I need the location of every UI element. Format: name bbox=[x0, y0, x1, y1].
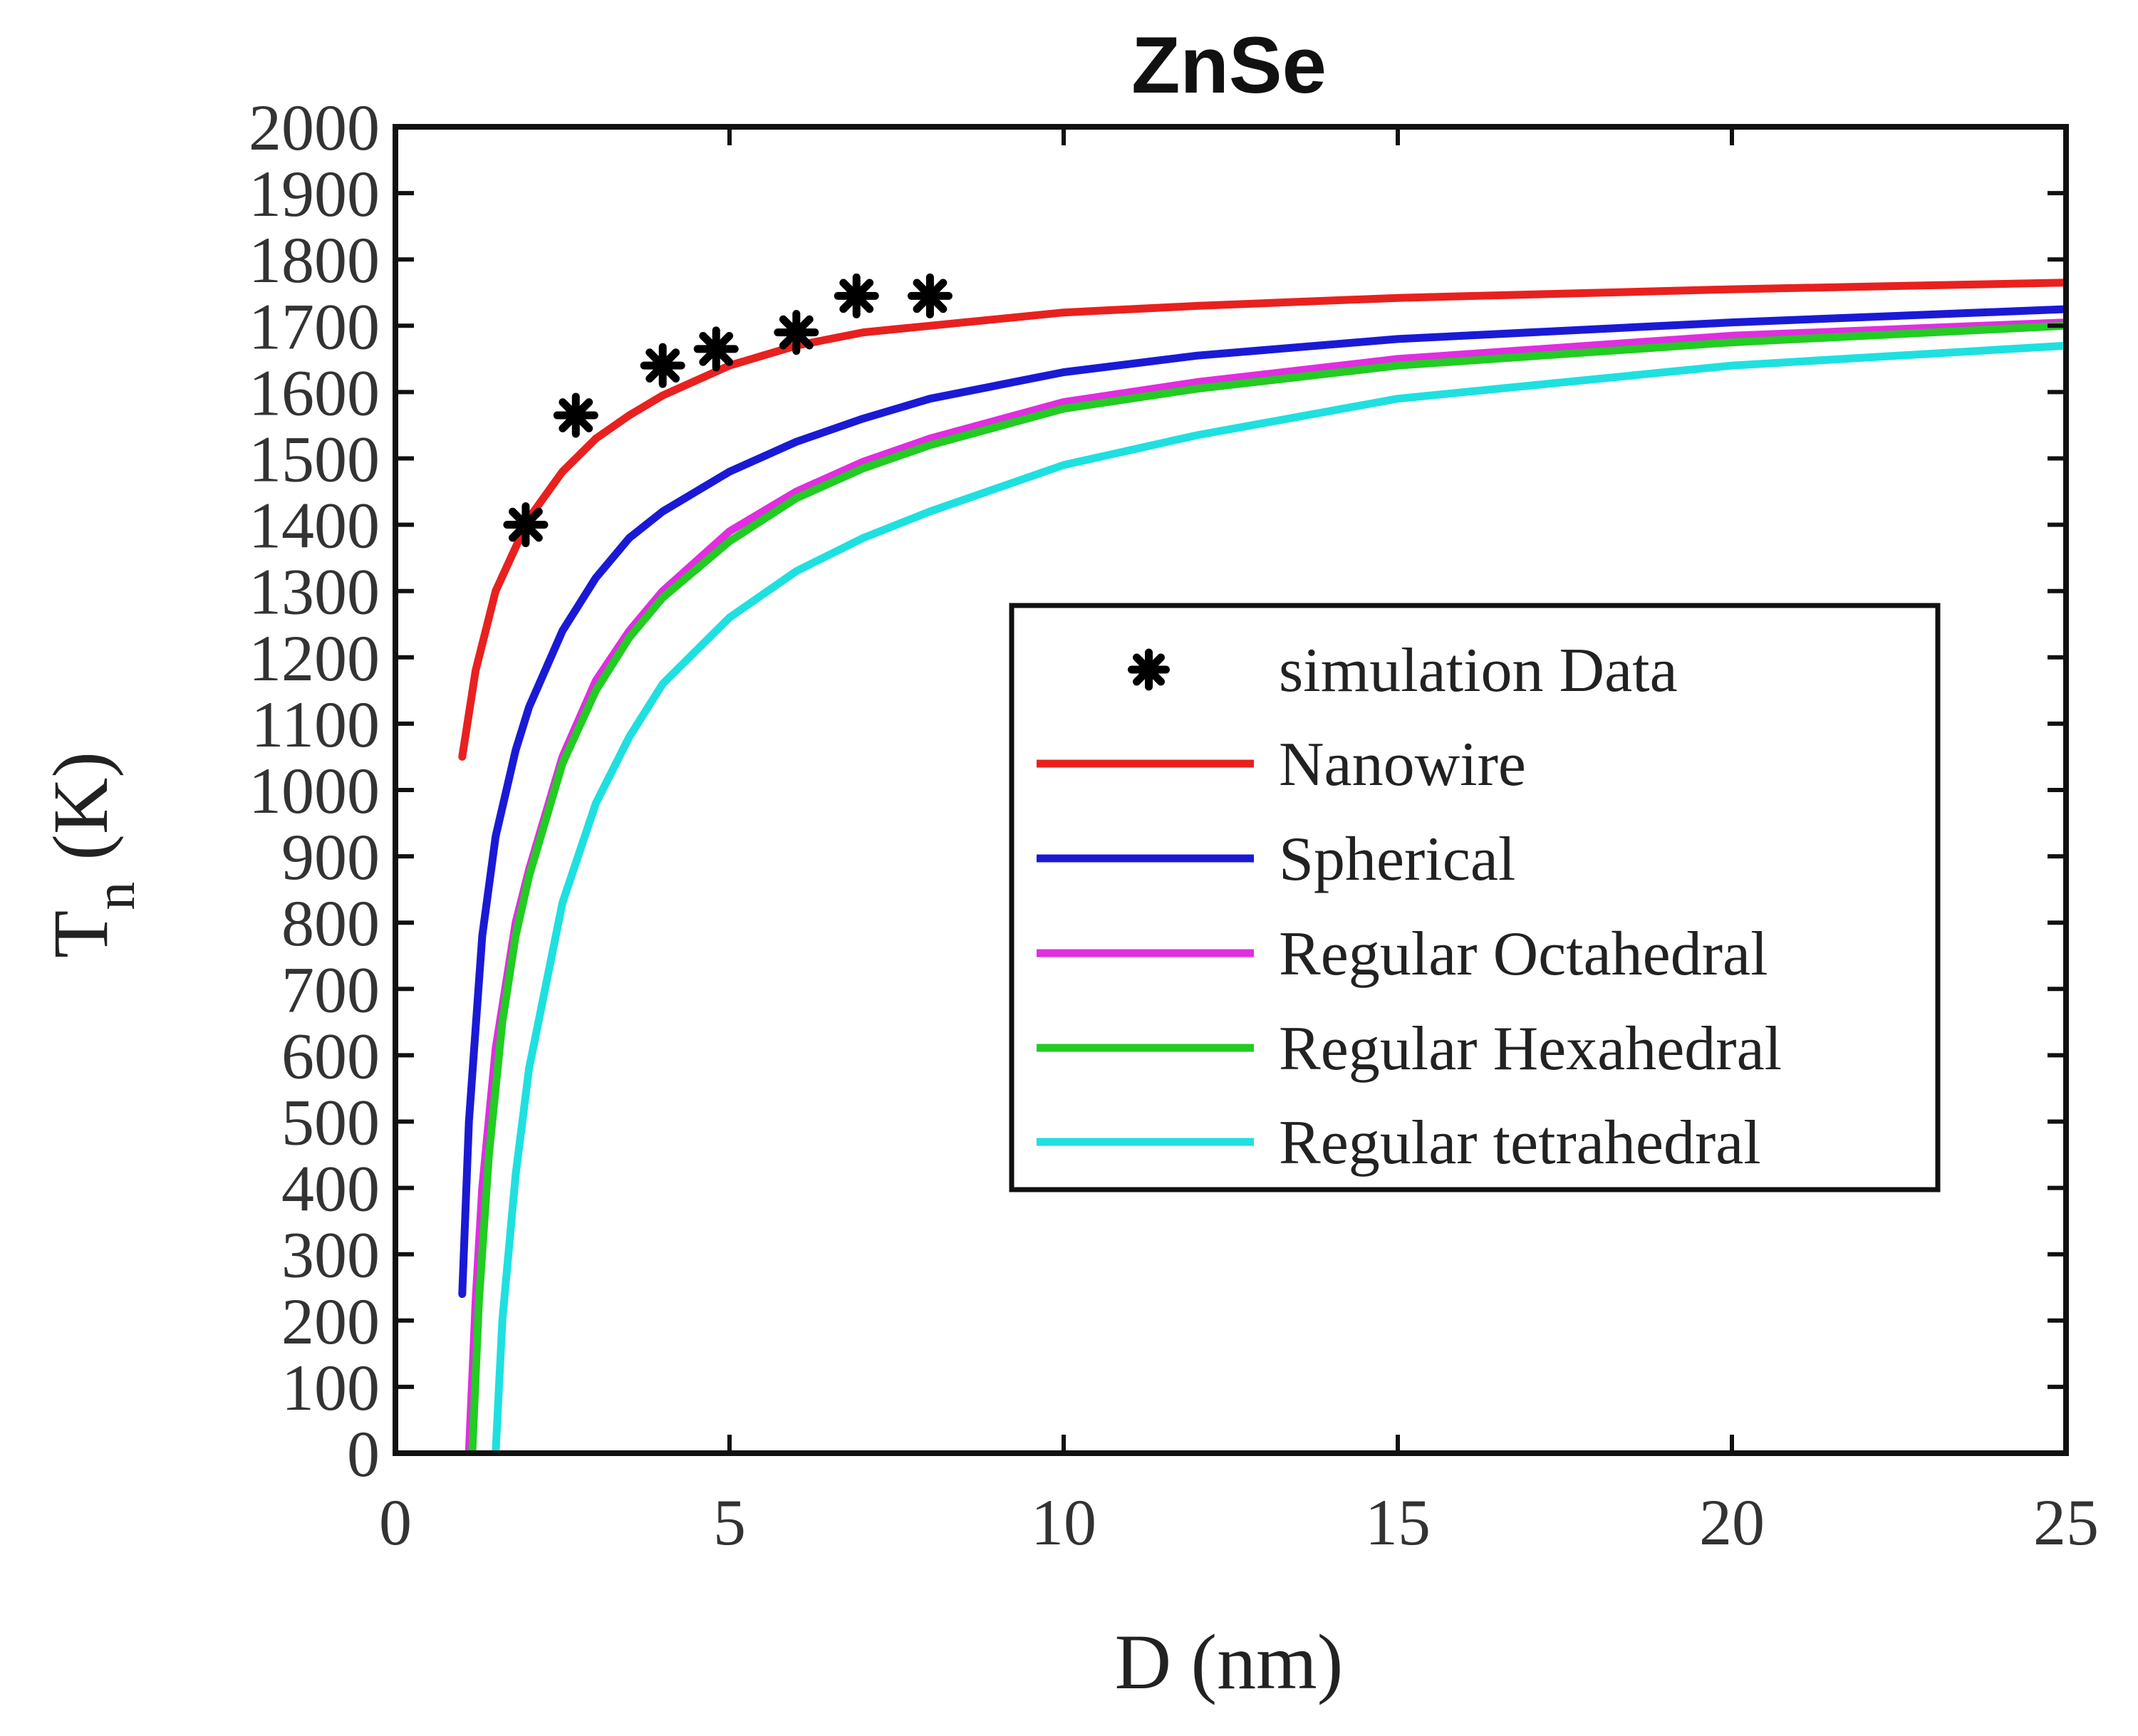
data-point-3 bbox=[644, 347, 681, 384]
x-tick-label: 0 bbox=[379, 1486, 412, 1559]
y-axis-label-sub: n bbox=[84, 882, 147, 910]
y-tick-label: 300 bbox=[281, 1219, 380, 1291]
legend-label-regular-octahedral: Regular Octahedral bbox=[1279, 920, 1768, 989]
data-point-2 bbox=[557, 397, 594, 434]
data-point-6 bbox=[838, 277, 875, 314]
legend-label-regular-hexahedral: Regular Hexahedral bbox=[1279, 1014, 1782, 1083]
y-tick-label: 900 bbox=[281, 821, 380, 893]
chart: ZnSe 01002003004005006007008009001000110… bbox=[0, 0, 2138, 1736]
y-tick-label: 1100 bbox=[251, 688, 380, 761]
x-tick-label: 5 bbox=[713, 1486, 746, 1559]
legend-label-spherical: Spherical bbox=[1279, 825, 1515, 894]
y-tick-label: 1500 bbox=[249, 423, 380, 496]
chart-title: ZnSe bbox=[1131, 21, 1327, 110]
x-tick-label: 25 bbox=[2033, 1486, 2099, 1559]
y-axis-label-main: T bbox=[37, 910, 124, 958]
legend-label-regular-tetrahedral: Regular tetrahedral bbox=[1279, 1108, 1761, 1178]
y-axis-label-unit: (K) bbox=[37, 752, 124, 861]
y-tick-label: 1900 bbox=[249, 157, 380, 230]
y-tick-label: 500 bbox=[281, 1086, 380, 1159]
y-tick-label: 400 bbox=[281, 1153, 380, 1225]
y-tick-label: 1300 bbox=[249, 556, 380, 628]
y-tick-label: 600 bbox=[281, 1019, 380, 1092]
y-tick-label: 1000 bbox=[249, 754, 380, 827]
legend-label-simulation-data: simulation Data bbox=[1279, 636, 1678, 705]
y-tick-label: 800 bbox=[281, 887, 380, 960]
legend-marker-simulation-data bbox=[1132, 653, 1166, 687]
y-tick-label: 1700 bbox=[249, 290, 380, 363]
y-tick-label: 1800 bbox=[249, 224, 380, 296]
x-tick-label: 10 bbox=[1031, 1486, 1096, 1559]
y-tick-label: 100 bbox=[281, 1351, 380, 1424]
data-point-5 bbox=[778, 314, 815, 351]
y-tick-label: 1200 bbox=[249, 622, 380, 695]
legend: simulation Data Nanowire Spherical Regular … bbox=[1012, 605, 1938, 1190]
y-tick-label: 700 bbox=[281, 953, 380, 1026]
legend-label-nanowire: Nanowire bbox=[1279, 730, 1526, 799]
data-point-1 bbox=[507, 506, 544, 544]
y-tick-label: 2000 bbox=[249, 91, 380, 164]
y-tick-label: 1600 bbox=[249, 356, 380, 429]
data-point-7 bbox=[911, 277, 948, 314]
x-tick-label: 20 bbox=[1699, 1486, 1765, 1559]
x-axis-label: D (nm) bbox=[1115, 1618, 1344, 1705]
y-tick-label: 0 bbox=[347, 1418, 380, 1490]
y-tick-label: 1400 bbox=[249, 489, 380, 562]
x-tick-label: 15 bbox=[1365, 1486, 1431, 1559]
y-tick-label: 200 bbox=[281, 1285, 380, 1358]
data-point-4 bbox=[697, 331, 735, 368]
